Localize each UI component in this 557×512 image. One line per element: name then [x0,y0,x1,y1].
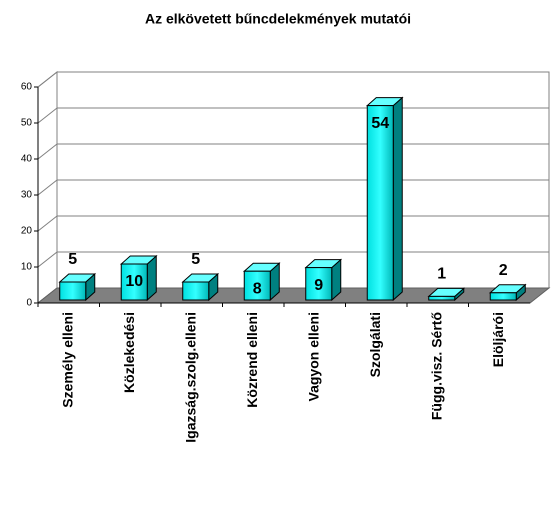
bar [120,263,148,301]
bar-side [392,96,403,302]
bar [428,295,456,301]
grid-line [37,179,58,196]
x-tick-label: Függ.visz. Sértő [428,312,444,420]
x-tick-label: Közlekedési [121,312,137,393]
bar [243,270,271,301]
y-tick-label: 40 [21,154,33,165]
y-tick-label: 30 [21,190,33,201]
data-label: 8 [253,280,262,297]
data-label: 54 [371,115,389,132]
data-label: 10 [125,273,143,290]
grid-line [37,107,58,124]
grid-line [37,215,58,232]
y-tick-label: 50 [21,118,33,129]
y-tick-label: 60 [21,82,33,93]
x-tick-label: Személy elleni [59,312,75,408]
y-tick-label: 10 [21,262,33,273]
x-tick-label: Elöljárói [490,312,506,367]
data-label: 9 [314,277,323,294]
floor [36,287,551,304]
bar [366,105,394,301]
data-label: 1 [437,266,446,283]
x-tick-label: Szolgálati [367,312,383,377]
grid-line [37,143,58,160]
data-label: 5 [191,251,200,268]
y-tick-label: 0 [26,298,32,309]
chart-title: Az elkövetett bűncdelekmények mutatói [145,11,411,27]
grid-line [37,71,58,88]
bar [182,281,210,301]
y-tick-label: 20 [21,226,33,237]
x-tick-label: Közrend elleni [244,312,260,408]
x-tick-label: Vagyon elleni [305,312,321,401]
bar [489,292,517,301]
x-tick-label: Igazság.szolg.elleni [182,312,198,443]
bar [305,267,333,301]
data-label: 5 [68,251,77,268]
grid-line [37,251,58,268]
data-label: 2 [499,262,508,279]
bar [59,281,87,301]
